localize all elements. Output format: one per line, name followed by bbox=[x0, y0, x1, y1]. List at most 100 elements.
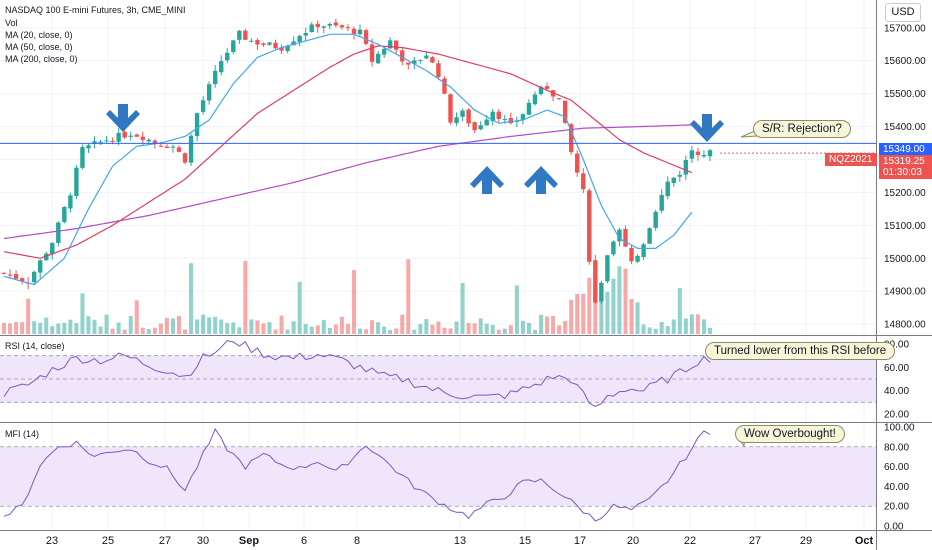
volume-bar bbox=[158, 323, 163, 334]
candle-body bbox=[333, 22, 339, 26]
candle-body bbox=[387, 40, 393, 49]
volume-bar bbox=[176, 315, 181, 334]
candle-body bbox=[291, 41, 296, 46]
volume-bar bbox=[647, 327, 652, 334]
volume-bar bbox=[659, 321, 664, 334]
volume-bar bbox=[526, 322, 531, 334]
candle-body bbox=[273, 42, 278, 49]
candle-body bbox=[635, 255, 640, 262]
candle-body bbox=[611, 241, 616, 255]
candle-body bbox=[243, 30, 248, 40]
candle-body bbox=[13, 274, 19, 279]
volume-bar bbox=[285, 329, 290, 334]
volume-bar bbox=[701, 319, 706, 334]
candle-body bbox=[695, 151, 701, 155]
candle-body bbox=[237, 30, 242, 40]
candle-body bbox=[508, 118, 514, 124]
volume-bar bbox=[201, 314, 206, 334]
candle-body bbox=[538, 86, 544, 95]
price-tick-label: 15000.00 bbox=[884, 254, 926, 265]
volume-bar bbox=[653, 328, 658, 334]
volume-bar bbox=[104, 314, 109, 334]
volume-bar bbox=[315, 325, 320, 334]
volume-bar bbox=[695, 314, 700, 334]
volume-bar bbox=[394, 328, 399, 334]
candle-body bbox=[200, 100, 206, 112]
volume-bar bbox=[225, 322, 230, 334]
volume-bar bbox=[8, 323, 13, 334]
candle-body bbox=[38, 260, 43, 273]
volume-bar bbox=[532, 329, 537, 334]
volume-bar bbox=[406, 259, 411, 334]
volume-bar bbox=[339, 316, 344, 334]
mfi-tick-label: 20.00 bbox=[884, 502, 909, 513]
date-tick-label: 25 bbox=[102, 535, 114, 547]
volume-bar bbox=[430, 324, 435, 334]
volume-bar bbox=[490, 324, 495, 334]
candle-body bbox=[478, 125, 483, 130]
candle-body bbox=[701, 154, 707, 157]
volume-bar bbox=[641, 324, 646, 334]
volume-bar bbox=[189, 263, 194, 334]
price-tick-label: 15400.00 bbox=[884, 122, 926, 133]
volume-bar bbox=[267, 322, 272, 334]
volume-bar bbox=[279, 315, 284, 334]
candle-body bbox=[297, 35, 302, 42]
volume-bar bbox=[62, 322, 67, 334]
volume-bar bbox=[412, 329, 417, 334]
volume-bar bbox=[502, 328, 507, 334]
volume-bar bbox=[237, 327, 242, 334]
volume-bar bbox=[388, 329, 393, 334]
volume-bar bbox=[195, 319, 200, 334]
ma50-legend: MA (50, close, 0) bbox=[5, 42, 73, 52]
price-tick-label: 15500.00 bbox=[884, 89, 926, 100]
volume-bar bbox=[38, 322, 43, 334]
mfi-legend: MFI (14) bbox=[5, 429, 40, 439]
candle-body bbox=[315, 23, 320, 28]
candle-body bbox=[98, 141, 103, 143]
candle-body bbox=[321, 26, 326, 28]
mfi-tick-label: 40.00 bbox=[884, 482, 909, 493]
volume-bar bbox=[183, 329, 188, 334]
volume-bar bbox=[400, 314, 405, 334]
candle-body bbox=[641, 244, 646, 257]
vol-legend: Vol bbox=[5, 18, 18, 28]
volume-bar bbox=[291, 321, 296, 334]
candle-body bbox=[206, 84, 212, 101]
candle-body bbox=[406, 62, 411, 65]
currency-button[interactable]: USD bbox=[885, 3, 921, 22]
up-arrow-annotation bbox=[470, 166, 504, 194]
date-tick-label: 6 bbox=[301, 535, 307, 547]
sr-rejection-callout: S/R: Rejection? bbox=[753, 120, 851, 138]
volume-bar bbox=[170, 318, 175, 334]
candle-body bbox=[19, 278, 25, 282]
candle-body bbox=[629, 247, 634, 262]
candle-body bbox=[74, 167, 79, 196]
candle-body bbox=[526, 102, 532, 115]
candle-body bbox=[110, 140, 115, 142]
mfi-line bbox=[3, 428, 711, 522]
volume-bar bbox=[134, 300, 139, 334]
date-tick-label: 8 bbox=[354, 535, 360, 547]
candle-body bbox=[394, 40, 399, 50]
volume-bar bbox=[32, 321, 37, 334]
symbol-title: NASDAQ 100 E-mini Futures, 3h, CME_MINI bbox=[5, 5, 186, 15]
candle-body bbox=[134, 134, 139, 137]
candle-body bbox=[225, 52, 230, 61]
volume-bar bbox=[514, 285, 519, 334]
candle-body bbox=[140, 136, 145, 140]
volume-bar bbox=[80, 293, 85, 334]
volume-bar bbox=[146, 328, 151, 334]
last-price-tag: 15319.25 bbox=[879, 155, 932, 168]
volume-bar bbox=[418, 324, 423, 334]
candle-body bbox=[593, 260, 598, 303]
candle-body bbox=[279, 47, 284, 51]
candle-body bbox=[158, 145, 164, 147]
volume-bar bbox=[231, 322, 236, 334]
volume-bar bbox=[140, 327, 145, 334]
candle-body bbox=[219, 61, 224, 73]
candle-body bbox=[327, 24, 333, 26]
candle-body bbox=[671, 177, 676, 183]
mfi-band bbox=[0, 446, 876, 507]
volume-bar bbox=[333, 324, 338, 334]
